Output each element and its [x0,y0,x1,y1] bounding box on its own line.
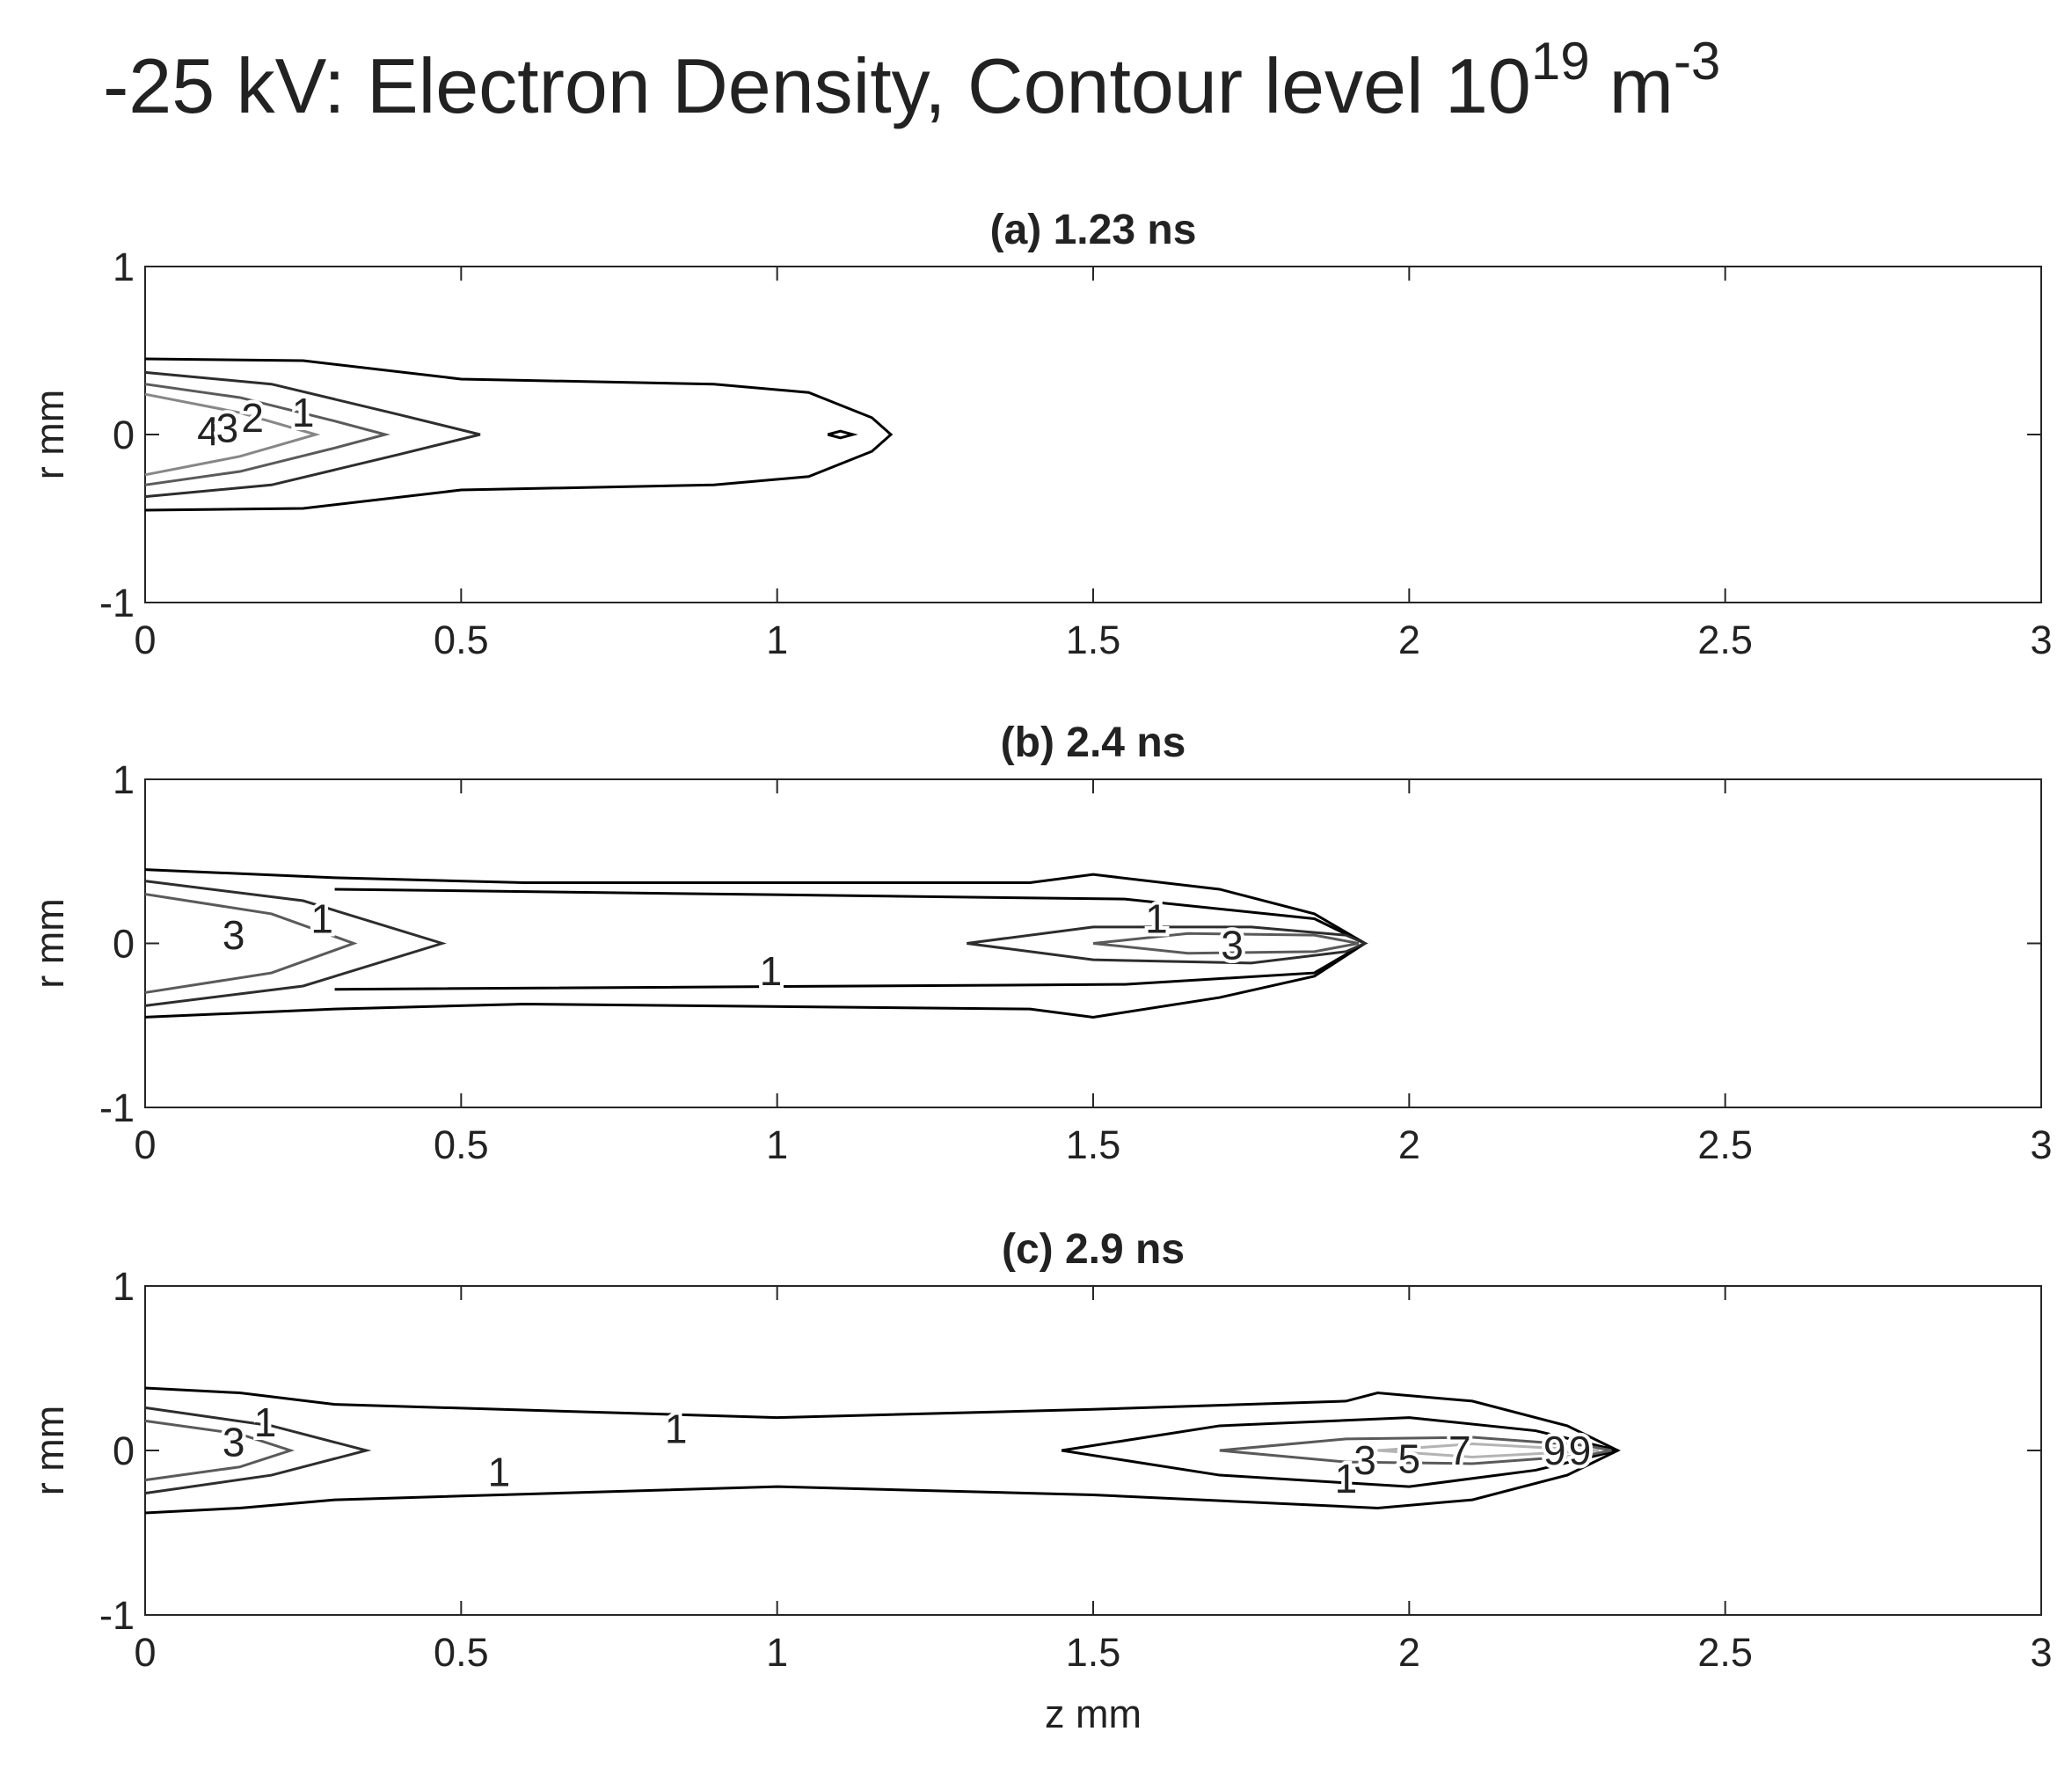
y-axis-label: r mm [27,1406,72,1495]
contour-line [144,357,894,512]
contour-label: 1 [1335,1456,1358,1501]
y-axis-label: r mm [27,390,72,479]
x-tick-label: 2.5 [1697,1122,1753,1167]
contour-label: 9 [1543,1428,1566,1473]
x-tick-label: 2 [1398,1630,1420,1675]
contour-line [144,392,321,477]
y-tick-label: -1 [99,1085,135,1130]
subplot-title: (a) 1.23 ns [990,207,1197,253]
contour-label: 2 [241,395,264,441]
x-tick-label: 0 [134,1122,156,1167]
axes-box [144,1285,2042,1616]
contour-label: 3 [223,912,245,958]
contour-label: 1 [488,1449,511,1494]
contour-line [144,1386,1621,1515]
x-tick-label: 1 [766,1122,788,1167]
title-sup: -3 [1674,32,1720,91]
x-tick-label: 2 [1398,1122,1420,1167]
contour-label: 1 [1145,896,1168,942]
y-axis-label: r mm [27,898,72,988]
contour-line [144,370,481,499]
contour-label: 3 [1353,1437,1376,1483]
x-tick-label: 3 [2030,1122,2052,1167]
contour-label: 7 [1448,1428,1471,1473]
contour-line [1377,1443,1600,1458]
figure-title: -25 kV: Electron Density, Contour level … [103,32,1720,129]
x-axis-label: z mm [1045,1691,1142,1736]
y-tick-label: 0 [113,1428,135,1473]
contour-line [144,1406,372,1495]
title-unit: m [1609,42,1674,129]
contour-label: 3 [216,405,239,450]
y-tick-label: 1 [113,1264,135,1309]
contour-line [827,429,858,440]
x-tick-label: 0.5 [434,617,489,662]
contour-label: 1 [310,896,333,942]
x-tick-label: 3 [2030,617,2052,662]
contour-label: 4 [197,408,220,454]
x-tick-label: 2.5 [1697,617,1753,662]
contour-line [144,1419,295,1482]
y-tick-label: 1 [113,245,135,289]
contour-label: 1 [760,948,783,994]
contour-label: 1 [254,1399,277,1445]
y-tick-label: -1 [99,1593,135,1638]
contour-label: 3 [223,1420,245,1465]
x-tick-label: 1 [766,617,788,662]
y-tick-label: 0 [113,922,135,967]
contour-line [1092,931,1360,955]
x-tick-label: 1 [766,1630,788,1675]
contour-label: 3 [1221,922,1244,968]
x-tick-label: 1.5 [1066,1122,1121,1167]
x-tick-label: 0 [134,1630,156,1675]
contour-label: 9 [1569,1428,1592,1473]
contour-line [1219,1436,1612,1465]
contour-line [967,925,1368,965]
contour-line [144,893,358,994]
contour-label: 1 [665,1406,688,1452]
title-text: -25 kV: Electron Density, Contour level … [103,42,1531,129]
subplot-title: (c) 2.9 ns [1002,1226,1185,1273]
contour-line [144,383,390,486]
x-tick-label: 1.5 [1066,617,1121,662]
contour-line [144,880,447,1007]
x-tick-label: 0 [134,617,156,662]
x-tick-label: 2.5 [1697,1630,1753,1675]
y-tick-label: 0 [113,413,135,457]
x-tick-label: 3 [2030,1630,2052,1675]
x-tick-label: 1.5 [1066,1630,1121,1675]
x-tick-label: 0.5 [434,1122,489,1167]
x-tick-label: 0.5 [434,1630,489,1675]
x-tick-label: 2 [1398,617,1420,662]
y-tick-label: 1 [113,757,135,802]
axes-box [144,266,2042,603]
subplot-title: (b) 2.4 ns [1001,720,1186,766]
contour-line [1061,1416,1618,1488]
title-sup: 19 [1531,32,1590,91]
contour-label: 1 [292,390,315,435]
y-tick-label: -1 [99,581,135,625]
contour-label: 5 [1398,1436,1421,1481]
